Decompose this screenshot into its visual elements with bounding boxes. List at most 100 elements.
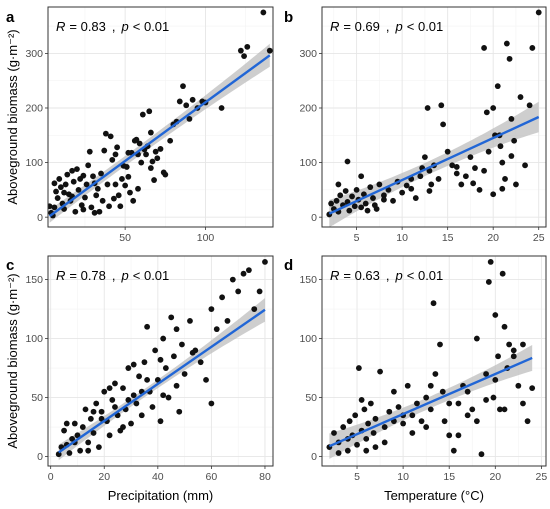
stat-r-label: R: [330, 268, 339, 283]
data-point: [80, 206, 87, 213]
regression-line: [48, 54, 271, 218]
data-point: [176, 98, 183, 105]
data-point: [427, 382, 434, 389]
data-point: [361, 406, 368, 413]
data-point: [453, 164, 460, 170]
data-point: [162, 365, 169, 371]
data-point: [117, 203, 124, 210]
data-point: [143, 151, 149, 158]
data-point: [80, 172, 87, 179]
data-point: [508, 153, 515, 159]
data-point: [495, 353, 501, 360]
data-point: [535, 9, 542, 16]
data-point: [120, 424, 126, 430]
data-point: [469, 406, 476, 413]
data-point: [450, 447, 457, 454]
data-point: [114, 144, 121, 151]
x-tick-label: 10: [396, 232, 408, 244]
panel-label: d: [284, 257, 293, 274]
data-point: [492, 312, 499, 318]
data-point: [154, 376, 161, 383]
data-point: [86, 148, 93, 155]
data-point: [427, 406, 434, 413]
data-point: [497, 143, 504, 150]
y-axis-title: Aboveground biomass (g·m⁻²): [5, 273, 20, 448]
data-point: [85, 162, 92, 169]
data-point: [490, 394, 497, 401]
data-point: [125, 365, 132, 371]
data-point: [229, 276, 236, 283]
data-point: [363, 435, 370, 442]
data-point: [125, 149, 132, 156]
data-point: [208, 400, 215, 407]
data-point: [399, 189, 406, 196]
x-tick-label: 40: [152, 471, 164, 483]
data-point: [176, 408, 183, 415]
data-point: [75, 186, 82, 193]
stat-r-value: = 0.63: [343, 268, 380, 283]
data-point: [157, 146, 164, 152]
stat-p-value: < 0.01: [407, 268, 444, 283]
data-point: [360, 191, 367, 198]
data-point: [502, 176, 508, 182]
stat-sep: ,: [112, 19, 116, 34]
data-point: [409, 412, 416, 419]
data-point: [64, 171, 71, 178]
data-point: [136, 140, 143, 147]
y-tick-label: 300: [25, 48, 43, 60]
y-tick-label: 100: [299, 157, 317, 169]
data-point: [106, 432, 113, 439]
data-point: [490, 105, 497, 111]
panel-label: c: [6, 257, 14, 274]
data-point: [358, 204, 365, 211]
data-point: [511, 137, 518, 144]
y-tick-label: 150: [25, 274, 43, 286]
data-point: [499, 185, 506, 192]
data-point: [464, 412, 471, 419]
data-point: [335, 450, 342, 456]
data-point: [363, 447, 370, 454]
data-point: [446, 432, 453, 439]
data-point: [439, 388, 446, 395]
data-point: [130, 361, 137, 368]
data-point: [510, 353, 517, 360]
data-point: [173, 326, 180, 333]
data-point: [372, 415, 379, 422]
data-point: [414, 400, 420, 407]
data-point: [335, 181, 342, 188]
data-point: [515, 382, 522, 389]
y-tick-label: 50: [305, 392, 317, 404]
data-point: [203, 376, 209, 383]
data-point: [95, 444, 102, 451]
data-point: [483, 397, 489, 403]
data-point: [520, 341, 526, 348]
data-point: [373, 206, 380, 212]
data-point: [102, 130, 109, 137]
data-point: [435, 176, 442, 182]
data-point: [90, 173, 96, 180]
data-point: [508, 116, 515, 122]
data-point: [162, 171, 169, 178]
data-point: [251, 306, 258, 312]
stat-r-value: = 0.69: [343, 19, 380, 34]
data-point: [63, 420, 70, 427]
data-point: [141, 359, 148, 366]
data-point: [70, 178, 77, 185]
data-point: [179, 341, 185, 348]
data-point: [503, 40, 510, 47]
data-point: [123, 164, 130, 170]
data-point: [62, 181, 69, 188]
data-point: [149, 158, 156, 165]
data-point: [93, 192, 100, 199]
data-point: [408, 185, 415, 192]
data-point: [237, 47, 244, 54]
data-point: [346, 207, 353, 214]
stat-p-value: < 0.01: [133, 19, 170, 34]
data-point: [344, 447, 351, 454]
data-point: [529, 385, 536, 392]
data-point: [485, 279, 492, 285]
data-point: [526, 102, 533, 109]
data-point: [358, 397, 365, 403]
data-point: [183, 102, 190, 109]
stat-r-value: = 0.83: [69, 19, 106, 34]
